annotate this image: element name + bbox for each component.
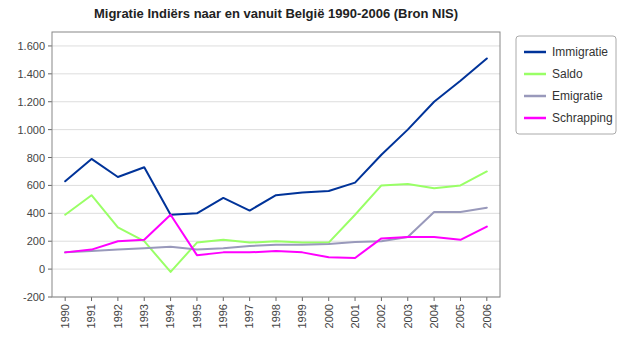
legend-label: Schrapping — [552, 111, 613, 125]
x-tick-label: 2005 — [454, 304, 466, 328]
grid-line — [52, 185, 500, 186]
x-tick-label: 2001 — [349, 304, 361, 328]
y-tick — [48, 157, 52, 158]
series-line — [65, 59, 487, 215]
legend-swatch — [524, 95, 546, 98]
x-tick-label: 1991 — [85, 304, 97, 328]
y-tick-label: -200 — [23, 291, 45, 303]
x-tick — [223, 297, 224, 301]
grid-line — [52, 157, 500, 158]
grid-line — [52, 45, 500, 46]
legend-box — [516, 36, 616, 134]
legend-swatch — [524, 117, 546, 120]
x-tick — [196, 297, 197, 301]
x-tick — [117, 297, 118, 301]
y-tick-label: 200 — [27, 235, 45, 247]
x-tick — [302, 297, 303, 301]
y-tick — [48, 297, 52, 298]
y-tick-label: 1.000 — [17, 124, 45, 136]
y-tick-label: 600 — [27, 179, 45, 191]
y-tick — [48, 101, 52, 102]
x-tick-label: 1998 — [270, 304, 282, 328]
series-line — [65, 171, 487, 271]
y-axis: -200 0 200 400 600 800 1.000 1.200 1.400 1.600 — [17, 40, 500, 303]
y-tick — [48, 269, 52, 270]
x-tick-label: 1990 — [59, 304, 71, 328]
series-lines — [65, 59, 487, 272]
chart: Migratie Indiërs naar en vanuit België 1… — [0, 0, 625, 337]
series-line — [65, 215, 487, 258]
y-tick-label: 1.200 — [17, 96, 45, 108]
x-tick-label: 1999 — [296, 304, 308, 328]
y-tick — [48, 45, 52, 46]
legend-label: Saldo — [552, 67, 583, 81]
x-tick-label: 1993 — [138, 304, 150, 328]
x-tick — [144, 297, 145, 301]
y-tick-label: 0 — [39, 263, 45, 275]
y-tick — [48, 73, 52, 74]
y-tick — [48, 185, 52, 186]
legend-label: Emigratie — [552, 89, 603, 103]
x-tick-label: 1997 — [243, 304, 255, 328]
series-line — [65, 208, 487, 253]
legend-swatch — [524, 73, 546, 76]
legend-swatch — [524, 51, 546, 54]
x-tick-label: 2004 — [428, 304, 440, 328]
x-tick — [276, 297, 277, 301]
legend-label: Immigratie — [552, 45, 608, 59]
x-tick-label: 2006 — [481, 304, 493, 328]
x-tick — [249, 297, 250, 301]
x-tick — [328, 297, 329, 301]
x-tick-label: 1996 — [217, 304, 229, 328]
x-tick — [486, 297, 487, 301]
x-tick — [460, 297, 461, 301]
x-axis: 1990 1991 1992 1993 1994 1995 1996 1997 1998 1999… — [59, 297, 493, 328]
title: Migratie Indiërs naar en vanuit België 1… — [94, 6, 458, 21]
y-tick — [48, 241, 52, 242]
y-tick-label: 1.400 — [17, 68, 45, 80]
y-tick-label: 400 — [27, 207, 45, 219]
x-tick — [407, 297, 408, 301]
x-tick-label: 2002 — [375, 304, 387, 328]
x-tick-label: 2000 — [323, 304, 335, 328]
x-tick — [381, 297, 382, 301]
x-tick — [91, 297, 92, 301]
x-tick-label: 1992 — [112, 304, 124, 328]
x-tick-label: 2003 — [402, 304, 414, 328]
x-tick — [355, 297, 356, 301]
y-tick — [48, 213, 52, 214]
x-tick — [65, 297, 66, 301]
x-tick-label: 1994 — [164, 304, 176, 328]
legend: Immigratie Saldo Emigratie Schrapping — [516, 36, 616, 134]
plot-frame — [52, 32, 500, 297]
x-tick-label: 1995 — [191, 304, 203, 328]
grid-line — [52, 129, 500, 130]
y-tick-label: 800 — [27, 152, 45, 164]
x-tick — [170, 297, 171, 301]
grid-line — [52, 269, 500, 270]
y-tick-label: 1.600 — [17, 40, 45, 52]
y-tick — [48, 129, 52, 130]
x-tick — [434, 297, 435, 301]
grid-line — [52, 73, 500, 74]
